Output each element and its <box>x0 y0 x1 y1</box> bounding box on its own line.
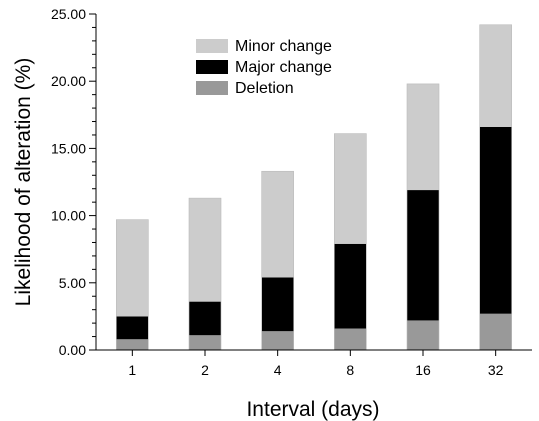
bar-major-change-8 <box>334 243 367 329</box>
bar-deletion-2 <box>189 335 221 350</box>
bar-minor-change-32 <box>479 24 512 127</box>
y-tick-label: 5.00 <box>59 275 86 291</box>
bar-deletion-1 <box>116 339 149 350</box>
bar-deletion-4 <box>261 331 294 350</box>
bar-major-change-2 <box>189 301 221 336</box>
bar-deletion-16 <box>407 320 439 350</box>
x-tick-label: 1 <box>128 362 136 378</box>
bar-minor-change-2 <box>189 198 221 302</box>
y-tick-label: 15.00 <box>51 140 86 156</box>
legend-label-minor-change: Minor change <box>235 38 332 55</box>
legend-label-deletion: Deletion <box>235 80 294 97</box>
x-tick-label: 4 <box>274 362 282 378</box>
bar-minor-change-8 <box>334 133 367 244</box>
bar-major-change-1 <box>116 316 149 340</box>
x-tick-label: 32 <box>488 362 504 378</box>
legend-swatch-deletion <box>196 81 228 95</box>
bar-minor-change-4 <box>261 171 294 278</box>
x-axis-title: Interval (days) <box>246 398 379 421</box>
y-tick-label: 10.00 <box>51 208 86 224</box>
bar-major-change-32 <box>479 126 512 314</box>
bar-major-change-4 <box>261 277 294 332</box>
x-tick-label: 2 <box>201 362 209 378</box>
legend-label-major-change: Major change <box>235 59 332 76</box>
legend-swatch-minor-change <box>196 39 228 53</box>
y-tick-label: 20.00 <box>51 73 86 89</box>
legend-swatch-major-change <box>196 60 228 74</box>
legend: Minor change Major change Deletion <box>196 38 332 97</box>
y-tick-label: 25.00 <box>51 6 86 22</box>
bar-minor-change-1 <box>116 219 149 317</box>
y-axis-title: Likelihood of alteration (%) <box>12 58 35 307</box>
bar-deletion-8 <box>334 328 367 350</box>
x-tick-label: 8 <box>346 362 354 378</box>
bar-minor-change-16 <box>407 83 439 191</box>
bar-deletion-32 <box>479 313 512 350</box>
x-tick-label: 16 <box>415 362 431 378</box>
bars-group <box>116 24 512 351</box>
y-ticks-group: 0.00 5.00 10.00 15.00 20.00 25.00 <box>51 6 96 358</box>
x-ticks-group: 1 2 4 8 16 32 <box>128 350 504 378</box>
bar-major-change-16 <box>407 190 439 321</box>
y-tick-label: 0.00 <box>59 342 86 358</box>
axes-group <box>95 14 532 351</box>
